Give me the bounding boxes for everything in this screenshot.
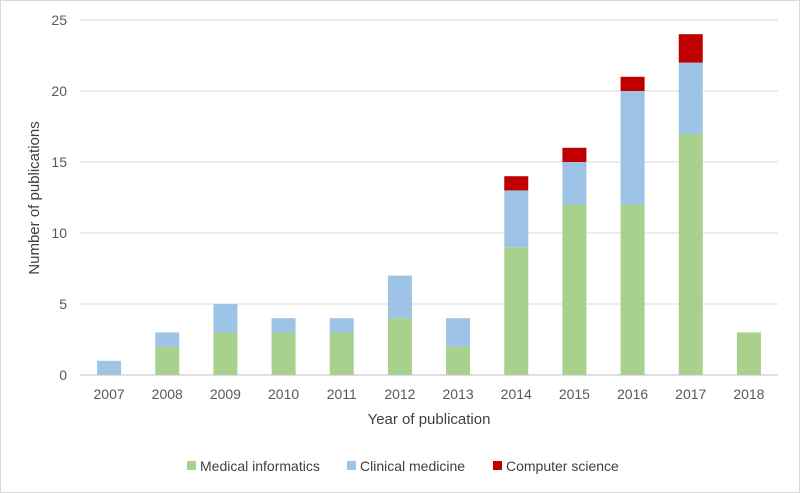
bar-segment bbox=[736, 332, 761, 375]
x-axis-title: Year of publication bbox=[368, 411, 491, 428]
bar-segment bbox=[504, 247, 529, 375]
bar-segment bbox=[387, 318, 412, 375]
bar-segment bbox=[329, 318, 354, 333]
y-axis-ticks: 0 5 10 15 20 25 bbox=[51, 12, 67, 383]
y-tick-label: 20 bbox=[51, 83, 67, 99]
bar-segment bbox=[271, 332, 296, 375]
x-tick-label: 2017 bbox=[675, 386, 706, 402]
x-tick-label: 2012 bbox=[384, 386, 415, 402]
bar-segment bbox=[678, 62, 703, 134]
bar-segment bbox=[678, 34, 703, 63]
x-tick-label: 2018 bbox=[733, 386, 764, 402]
legend-label: Medical informatics bbox=[200, 458, 320, 474]
bars bbox=[97, 34, 761, 375]
y-tick-label: 25 bbox=[51, 12, 67, 28]
legend-label: Clinical medicine bbox=[360, 458, 465, 474]
x-tick-label: 2009 bbox=[210, 386, 241, 402]
x-tick-label: 2015 bbox=[559, 386, 590, 402]
bar-segment bbox=[678, 133, 703, 375]
x-tick-label: 2007 bbox=[94, 386, 125, 402]
x-axis-ticks: 2007 2008 2009 2010 2011 2012 2013 2014 2015 2016… bbox=[94, 386, 765, 402]
legend-label: Computer science bbox=[506, 458, 619, 474]
legend-item: Clinical medicine bbox=[347, 458, 465, 474]
x-tick-label: 2014 bbox=[501, 386, 532, 402]
x-tick-label: 2008 bbox=[152, 386, 183, 402]
bar-segment bbox=[213, 332, 238, 375]
legend-item: Medical informatics bbox=[187, 458, 320, 474]
y-tick-label: 0 bbox=[59, 367, 67, 383]
bar-segment bbox=[329, 332, 354, 375]
x-tick-label: 2016 bbox=[617, 386, 648, 402]
bar-segment bbox=[271, 318, 296, 333]
bar-segment bbox=[155, 332, 180, 347]
x-tick-label: 2013 bbox=[443, 386, 474, 402]
legend: Medical informatics Clinical medicine Comp… bbox=[187, 458, 619, 474]
bar-segment bbox=[504, 176, 529, 191]
bar-segment bbox=[446, 346, 471, 375]
legend-swatch bbox=[493, 461, 502, 470]
legend-item: Computer science bbox=[493, 458, 619, 474]
bar-segment bbox=[155, 346, 180, 375]
bar-segment bbox=[562, 147, 587, 162]
bar-segment bbox=[387, 275, 412, 319]
y-tick-label: 15 bbox=[51, 154, 67, 170]
y-axis-title: Number of publications bbox=[26, 121, 43, 274]
x-tick-label: 2011 bbox=[327, 386, 357, 402]
bar-segment bbox=[620, 204, 645, 375]
bar-segment bbox=[562, 162, 587, 205]
bar-segment bbox=[504, 190, 529, 248]
bar-segment bbox=[620, 91, 645, 205]
x-tick-label: 2010 bbox=[268, 386, 299, 402]
legend-swatch bbox=[187, 461, 196, 470]
y-tick-label: 5 bbox=[59, 296, 67, 312]
y-tick-label: 10 bbox=[51, 225, 67, 241]
bar-segment bbox=[620, 76, 645, 91]
gridlines bbox=[80, 19, 778, 305]
legend-swatch bbox=[347, 461, 356, 470]
bar-segment bbox=[213, 304, 238, 333]
bar-segment bbox=[562, 204, 587, 375]
bar-segment bbox=[446, 318, 471, 347]
bar-segment bbox=[97, 360, 122, 375]
